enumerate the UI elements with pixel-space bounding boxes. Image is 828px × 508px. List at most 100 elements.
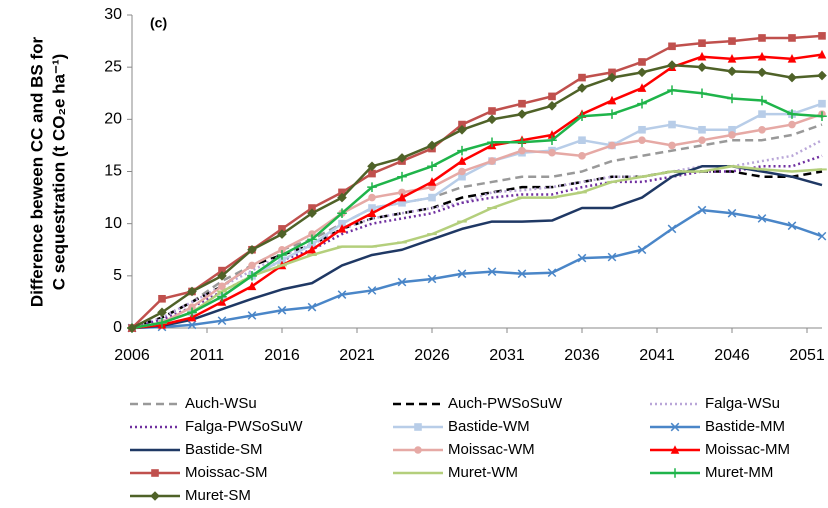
marker bbox=[818, 99, 826, 108]
marker bbox=[817, 49, 827, 59]
y-tick-label: 10 bbox=[104, 215, 122, 232]
y-axis-title: C sequestration (t CO₂e ha⁻¹) bbox=[49, 54, 68, 291]
marker bbox=[758, 110, 766, 118]
series-line bbox=[131, 112, 823, 330]
marker bbox=[397, 277, 407, 287]
legend-label: Auch-WSu bbox=[185, 395, 257, 412]
marker bbox=[127, 323, 137, 333]
marker bbox=[727, 66, 737, 77]
marker bbox=[548, 92, 556, 101]
legend-label: Moissac-MM bbox=[705, 441, 790, 458]
series-line bbox=[131, 165, 823, 330]
x-tick-label: 2026 bbox=[414, 347, 450, 364]
x-tick-label: 2006 bbox=[114, 347, 150, 364]
marker bbox=[670, 468, 680, 478]
marker bbox=[367, 182, 377, 192]
marker bbox=[368, 204, 376, 212]
marker bbox=[577, 83, 587, 93]
marker bbox=[308, 240, 316, 249]
marker bbox=[488, 157, 496, 165]
marker bbox=[757, 95, 767, 106]
x-tick-label: 2036 bbox=[564, 347, 600, 364]
marker bbox=[698, 136, 706, 144]
legend-label: Muret-WM bbox=[448, 464, 518, 481]
marker bbox=[307, 302, 317, 312]
marker bbox=[397, 153, 407, 163]
marker bbox=[247, 281, 257, 291]
marker bbox=[698, 125, 706, 134]
marker bbox=[668, 141, 676, 150]
marker bbox=[307, 234, 317, 245]
legend-item: Auch-WSu bbox=[130, 395, 257, 412]
marker bbox=[787, 109, 797, 119]
panel-label: (c) bbox=[150, 15, 167, 31]
marker bbox=[547, 268, 557, 278]
marker bbox=[667, 85, 677, 95]
legend-item: Bastide-SM bbox=[130, 441, 263, 458]
marker bbox=[278, 256, 286, 264]
legend-item: Muret-SM bbox=[130, 487, 251, 504]
marker bbox=[817, 70, 827, 81]
marker bbox=[518, 99, 526, 108]
marker bbox=[367, 208, 377, 218]
marker bbox=[578, 73, 586, 82]
marker bbox=[547, 135, 557, 145]
marker bbox=[457, 269, 467, 279]
marker bbox=[637, 83, 647, 92]
marker bbox=[727, 208, 737, 218]
marker bbox=[277, 305, 287, 315]
marker bbox=[338, 188, 346, 197]
marker bbox=[667, 60, 677, 70]
marker bbox=[728, 37, 736, 45]
marker bbox=[817, 111, 827, 122]
marker bbox=[607, 252, 617, 262]
marker bbox=[788, 34, 796, 42]
marker bbox=[668, 42, 676, 51]
marker bbox=[697, 51, 707, 61]
marker bbox=[217, 316, 227, 326]
marker bbox=[757, 67, 767, 78]
marker bbox=[607, 95, 617, 105]
marker bbox=[277, 229, 287, 239]
x-tick-label: 2046 bbox=[714, 347, 750, 364]
marker bbox=[217, 291, 227, 302]
marker bbox=[670, 422, 680, 432]
marker bbox=[397, 192, 407, 202]
marker bbox=[150, 491, 160, 501]
legend-label: Moissac-WM bbox=[448, 441, 535, 458]
marker bbox=[697, 88, 707, 99]
marker bbox=[547, 130, 557, 139]
marker bbox=[338, 219, 346, 228]
marker bbox=[247, 244, 257, 255]
marker bbox=[427, 274, 437, 284]
marker bbox=[607, 109, 617, 119]
marker bbox=[427, 177, 437, 186]
marker bbox=[458, 120, 466, 129]
marker bbox=[458, 167, 466, 176]
marker bbox=[368, 169, 376, 178]
marker bbox=[307, 244, 317, 254]
marker bbox=[668, 120, 676, 129]
legend-label: Muret-SM bbox=[185, 487, 251, 504]
legend-label: Auch-PWSoSuW bbox=[448, 395, 563, 412]
marker bbox=[414, 423, 422, 431]
marker bbox=[427, 161, 437, 172]
marker bbox=[757, 51, 767, 61]
marker bbox=[577, 111, 587, 122]
y-tick-label: 15 bbox=[104, 163, 122, 180]
marker bbox=[151, 469, 159, 477]
marker bbox=[517, 269, 527, 279]
marker bbox=[398, 199, 406, 207]
marker bbox=[367, 161, 377, 172]
legend-item: Bastide-WM bbox=[393, 418, 530, 435]
marker bbox=[278, 245, 286, 254]
marker bbox=[697, 205, 707, 215]
marker bbox=[517, 137, 527, 148]
marker bbox=[638, 136, 646, 144]
series-line bbox=[131, 53, 823, 330]
legend-item: Falga-WSu bbox=[650, 395, 780, 412]
y-tick-label: 5 bbox=[113, 267, 122, 284]
marker bbox=[637, 98, 647, 109]
marker bbox=[638, 125, 646, 134]
